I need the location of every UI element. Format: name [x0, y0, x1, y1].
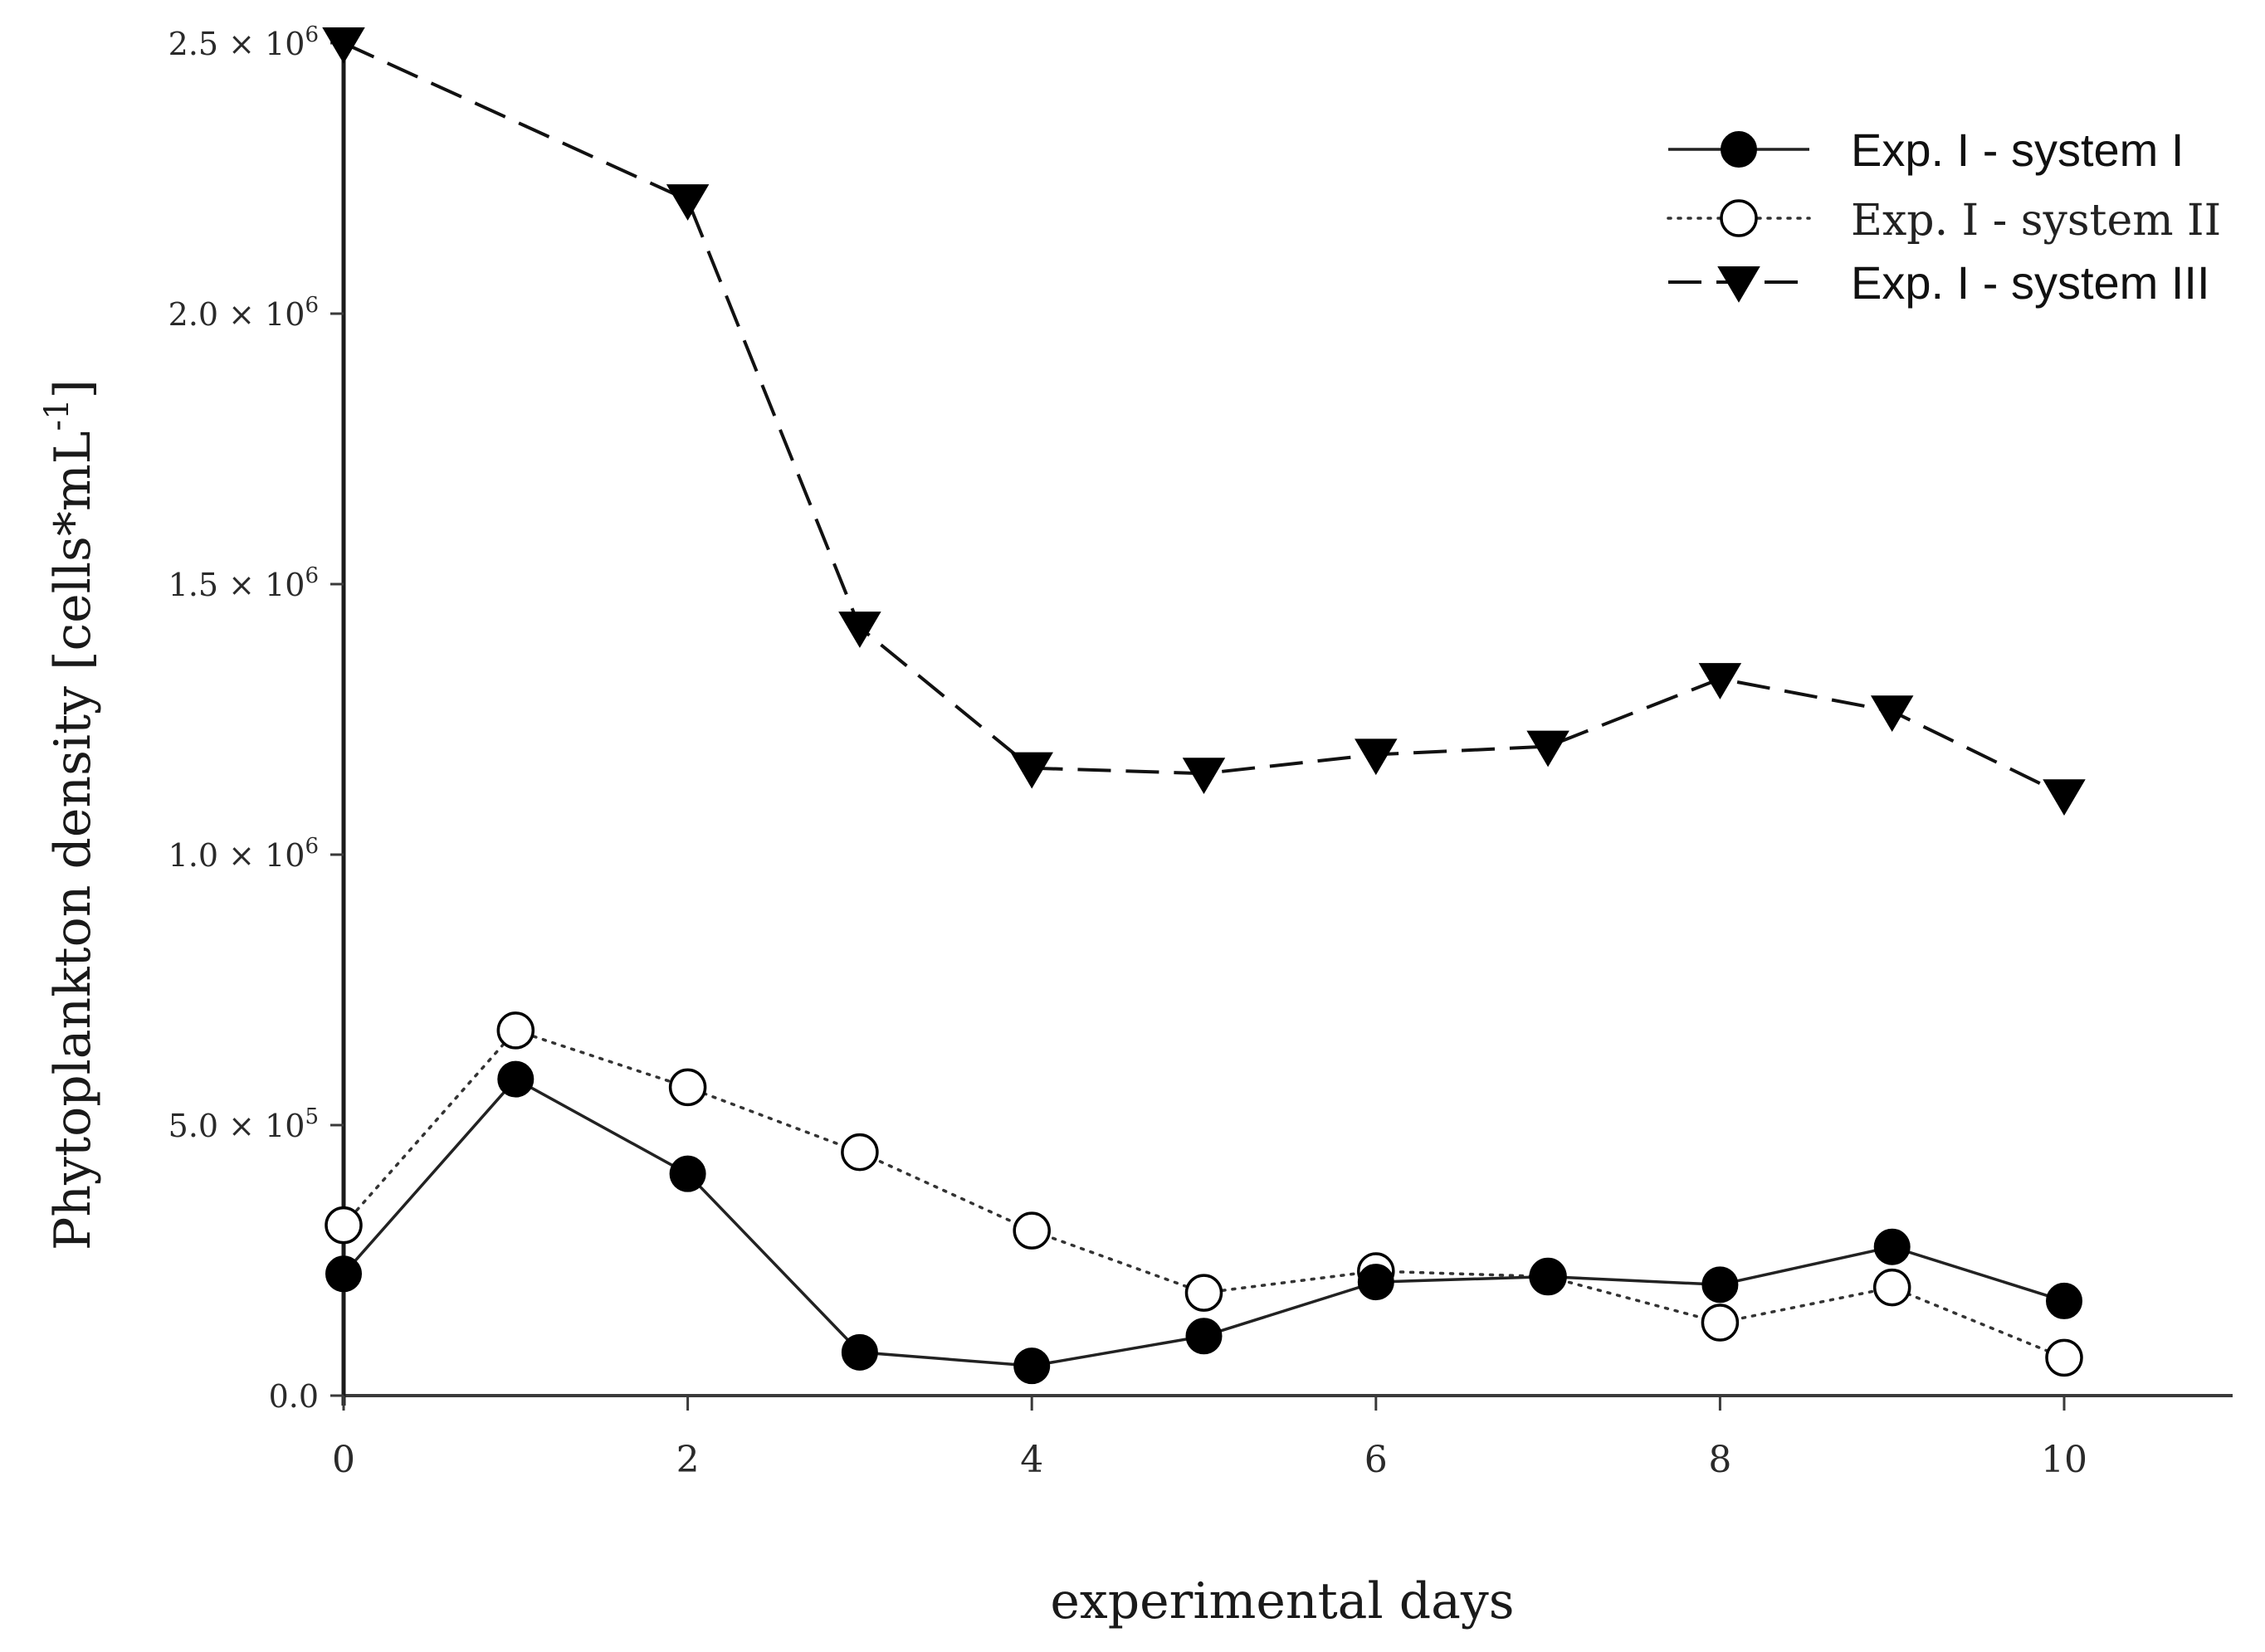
y-axis-title-close: ] — [44, 379, 102, 398]
legend-label: Exp. I - system I — [1851, 124, 2184, 176]
x-tick-label: 6 — [1364, 1439, 1388, 1481]
data-point — [1701, 1266, 1739, 1304]
y-tick-label-exponent: 6 — [305, 834, 319, 859]
legend-label: Exp. I - system III — [1851, 256, 2210, 309]
data-point — [1698, 663, 1742, 699]
data-point — [2045, 1338, 2083, 1377]
y-tick-label-exponent: 6 — [305, 22, 319, 47]
data-point — [322, 27, 365, 64]
y-tick-label: 5.0 × 105 — [168, 1104, 319, 1144]
data-point — [1357, 1264, 1394, 1301]
y-tick-label: 1.5 × 106 — [168, 563, 319, 603]
data-point — [1185, 1318, 1223, 1355]
data-point — [1013, 1211, 1051, 1250]
y-tick-label-exponent: 5 — [305, 1104, 319, 1129]
y-axis-title-superscript: -1 — [38, 398, 76, 431]
y-tick-label-mantissa: 2.0 × 10 — [168, 296, 305, 333]
data-point — [1355, 738, 1398, 776]
y-axis-title-main: Phytoplankton density [cells*mL — [44, 431, 102, 1250]
y-tick-label: 2.0 × 106 — [168, 293, 319, 333]
data-point — [1721, 131, 1757, 168]
data-point — [1010, 752, 1053, 789]
y-tick-label-mantissa: 0.0 — [269, 1378, 319, 1415]
x-tick-label: 10 — [2041, 1439, 2087, 1481]
series-line — [343, 41, 2065, 797]
data-point — [669, 1155, 706, 1192]
data-point — [1530, 1258, 1567, 1295]
y-tick-label-exponent: 6 — [305, 563, 319, 588]
data-point — [1872, 1268, 1911, 1307]
data-point — [2046, 1282, 2082, 1319]
y-tick-label-mantissa: 2.5 × 10 — [168, 26, 305, 62]
x-axis-title: experimental days — [1050, 1572, 1514, 1630]
data-point — [325, 1206, 363, 1245]
data-point — [1013, 1347, 1051, 1385]
data-point — [841, 1333, 878, 1371]
data-point — [841, 1133, 879, 1172]
x-tick-label: 4 — [1020, 1439, 1043, 1481]
series-markers — [322, 27, 2086, 1385]
data-point — [838, 612, 881, 648]
data-point — [666, 184, 710, 221]
data-point — [497, 1060, 535, 1098]
data-point — [325, 1255, 362, 1293]
data-point — [2043, 779, 2086, 816]
y-axis-title: Phytoplankton density [cells*mL-1] — [38, 379, 102, 1250]
axes — [341, 33, 2233, 1406]
y-tick-label-mantissa: 1.0 × 10 — [168, 837, 305, 874]
x-tick-label: 2 — [676, 1439, 700, 1481]
data-point — [668, 1068, 707, 1107]
y-tick-label: 2.5 × 106 — [168, 22, 319, 62]
y-tick-label-mantissa: 5.0 × 10 — [168, 1108, 305, 1144]
x-tick-label: 0 — [332, 1439, 355, 1481]
data-point — [1717, 266, 1760, 303]
x-axis-ticks: 0 2 4 6 8 10 — [332, 1396, 2087, 1481]
data-point — [496, 1011, 535, 1050]
y-tick-label: 1.0 × 106 — [168, 834, 319, 874]
data-point — [1870, 695, 1914, 732]
data-point — [1184, 1274, 1223, 1312]
series-lines — [342, 41, 2066, 1367]
y-tick-label-mantissa: 1.5 × 10 — [168, 567, 305, 603]
y-tick-label-exponent: 6 — [305, 293, 319, 318]
y-tick-label: 0.0 — [269, 1378, 319, 1415]
data-point — [1720, 199, 1758, 237]
x-tick-label: 8 — [1708, 1439, 1731, 1481]
data-point — [1873, 1228, 1911, 1265]
legend-label: Exp. I - system II — [1851, 196, 2221, 246]
data-point — [1701, 1304, 1740, 1342]
legend: Exp. I - system I Exp. I - system II Exp. … — [1667, 124, 2221, 309]
data-point — [1182, 758, 1226, 794]
data-point — [1526, 730, 1569, 768]
